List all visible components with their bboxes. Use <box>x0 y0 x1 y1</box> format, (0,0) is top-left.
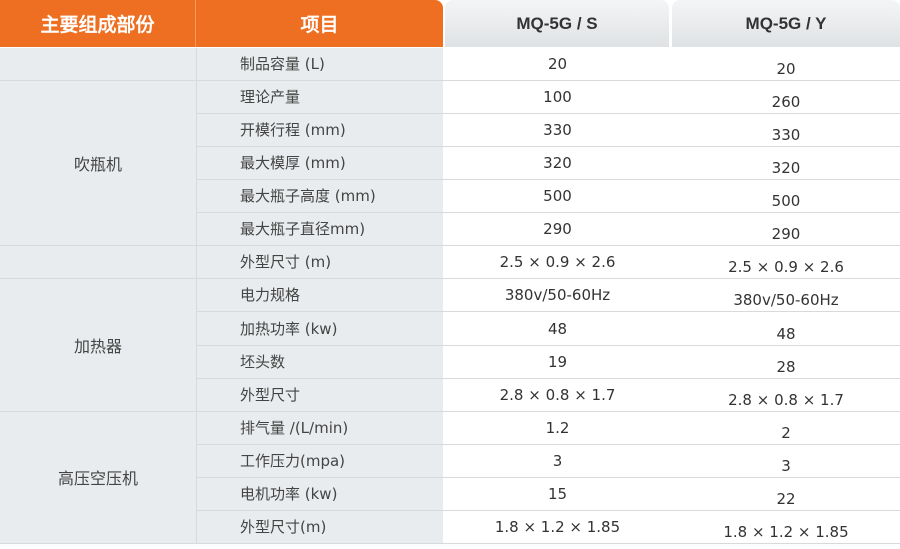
table-row: 工作压力(mpa) 3 3 <box>0 445 900 478</box>
table-row: 外型尺寸 2.8 × 0.8 × 1.7 2.8 × 0.8 × 1.7 <box>0 379 900 412</box>
table-row: 坯头数 19 28 <box>0 346 900 379</box>
item-label: 最大模厚 (mm) <box>240 154 346 173</box>
item-label: 开模行程 (mm) <box>240 121 346 140</box>
value-model-y: 500 <box>771 192 801 211</box>
value-model-s: 330 <box>543 121 572 140</box>
item-label: 加热功率 (kw) <box>240 319 338 338</box>
item-label: 最大瓶子直径mm) <box>240 220 366 239</box>
value-model-y: 28 <box>776 357 796 376</box>
value-model-s: 48 <box>547 319 568 338</box>
table-row: 最大模厚 (mm) 320 320 <box>0 147 900 181</box>
header-model-y: MQ-5G / Y <box>672 0 900 47</box>
value-model-s: 1.2 <box>545 418 570 437</box>
value-model-y: 2.8 × 0.8 × 1.7 <box>728 390 844 409</box>
table-row: 外型尺寸 (m) 2.5 × 0.9 × 2.6 2.5 × 0.9 × 2.6 <box>0 246 900 280</box>
value-model-s: 2.8 × 0.8 × 1.7 <box>499 385 616 404</box>
value-model-y: 330 <box>771 126 801 145</box>
value-model-s: 500 <box>543 187 572 206</box>
value-model-s: 320 <box>543 154 572 173</box>
value-model-y: 2.5 × 0.9 × 2.6 <box>728 258 844 277</box>
table-row: 开模行程 (mm) 330 330 <box>0 114 900 148</box>
value-model-y: 3 <box>781 456 791 475</box>
value-model-y: 48 <box>776 324 796 343</box>
item-label: 外型尺寸 (m) <box>240 253 332 272</box>
value-model-y: 20 <box>776 60 796 78</box>
table-row: 理论产量 100 260 <box>0 81 900 115</box>
item-label: 外型尺寸 <box>240 385 301 404</box>
item-label: 外型尺寸(m) <box>240 517 327 536</box>
value-model-s: 3 <box>552 451 563 470</box>
table-row: 电机功率 (kw) 15 22 <box>0 478 900 511</box>
item-label: 排气量 /(L/min) <box>240 418 349 437</box>
item-label: 工作压力(mpa) <box>240 451 346 470</box>
item-label: 理论产量 <box>240 88 301 107</box>
group-label <box>0 48 196 82</box>
item-label: 坯头数 <box>240 352 286 371</box>
table-row: 加热功率 (kw) 48 48 <box>0 313 900 346</box>
header-model-s: MQ-5G / S <box>445 0 669 47</box>
item-label: 电机功率 (kw) <box>240 484 338 503</box>
value-model-s: 290 <box>543 220 572 239</box>
value-model-s: 20 <box>547 55 568 73</box>
value-model-y: 1.8 × 1.2 × 1.85 <box>723 522 849 541</box>
value-model-y: 290 <box>771 225 801 244</box>
value-model-s: 100 <box>543 88 572 107</box>
table-row: 最大瓶子高度 (mm) 500 500 <box>0 180 900 214</box>
value-model-s: 1.8 × 1.2 × 1.85 <box>494 517 621 536</box>
group-label: 加热器 <box>0 279 196 412</box>
group-label: 高压空压机 <box>0 411 196 545</box>
value-model-s: 380v/50-60Hz <box>504 286 611 305</box>
group-label: 吹瓶机 <box>0 81 196 247</box>
item-label: 制品容量 (L) <box>240 55 325 73</box>
table-row: 制品容量 (L) 20 20 <box>0 48 900 81</box>
header-orange: 主要组成部份 项目 <box>0 0 443 47</box>
table-row: 外型尺寸(m) 1.8 × 1.2 × 1.85 1.8 × 1.2 × 1.85 <box>0 511 900 544</box>
value-model-s: 2.5 × 0.9 × 2.6 <box>499 253 616 272</box>
value-model-y: 260 <box>771 93 801 112</box>
value-model-y: 22 <box>776 489 796 508</box>
column-divider <box>196 48 197 544</box>
item-label: 最大瓶子高度 (mm) <box>240 187 376 206</box>
item-label: 电力规格 <box>240 286 301 305</box>
group-label <box>0 246 196 280</box>
value-model-y: 380v/50-60Hz <box>733 291 839 310</box>
value-model-s: 19 <box>547 352 568 371</box>
table-row: 排气量 /(L/min) 1.2 2 <box>0 412 900 445</box>
value-model-y: 2 <box>781 423 791 442</box>
value-model-y: 320 <box>771 159 801 178</box>
table-row: 电力规格 380v/50-60Hz 380v/50-60Hz <box>0 279 900 313</box>
value-model-s: 15 <box>547 484 568 503</box>
header-item: 项目 <box>300 14 339 36</box>
table-row: 最大瓶子直径mm) 290 290 <box>0 213 900 247</box>
header-component: 主要组成部份 <box>0 0 196 47</box>
